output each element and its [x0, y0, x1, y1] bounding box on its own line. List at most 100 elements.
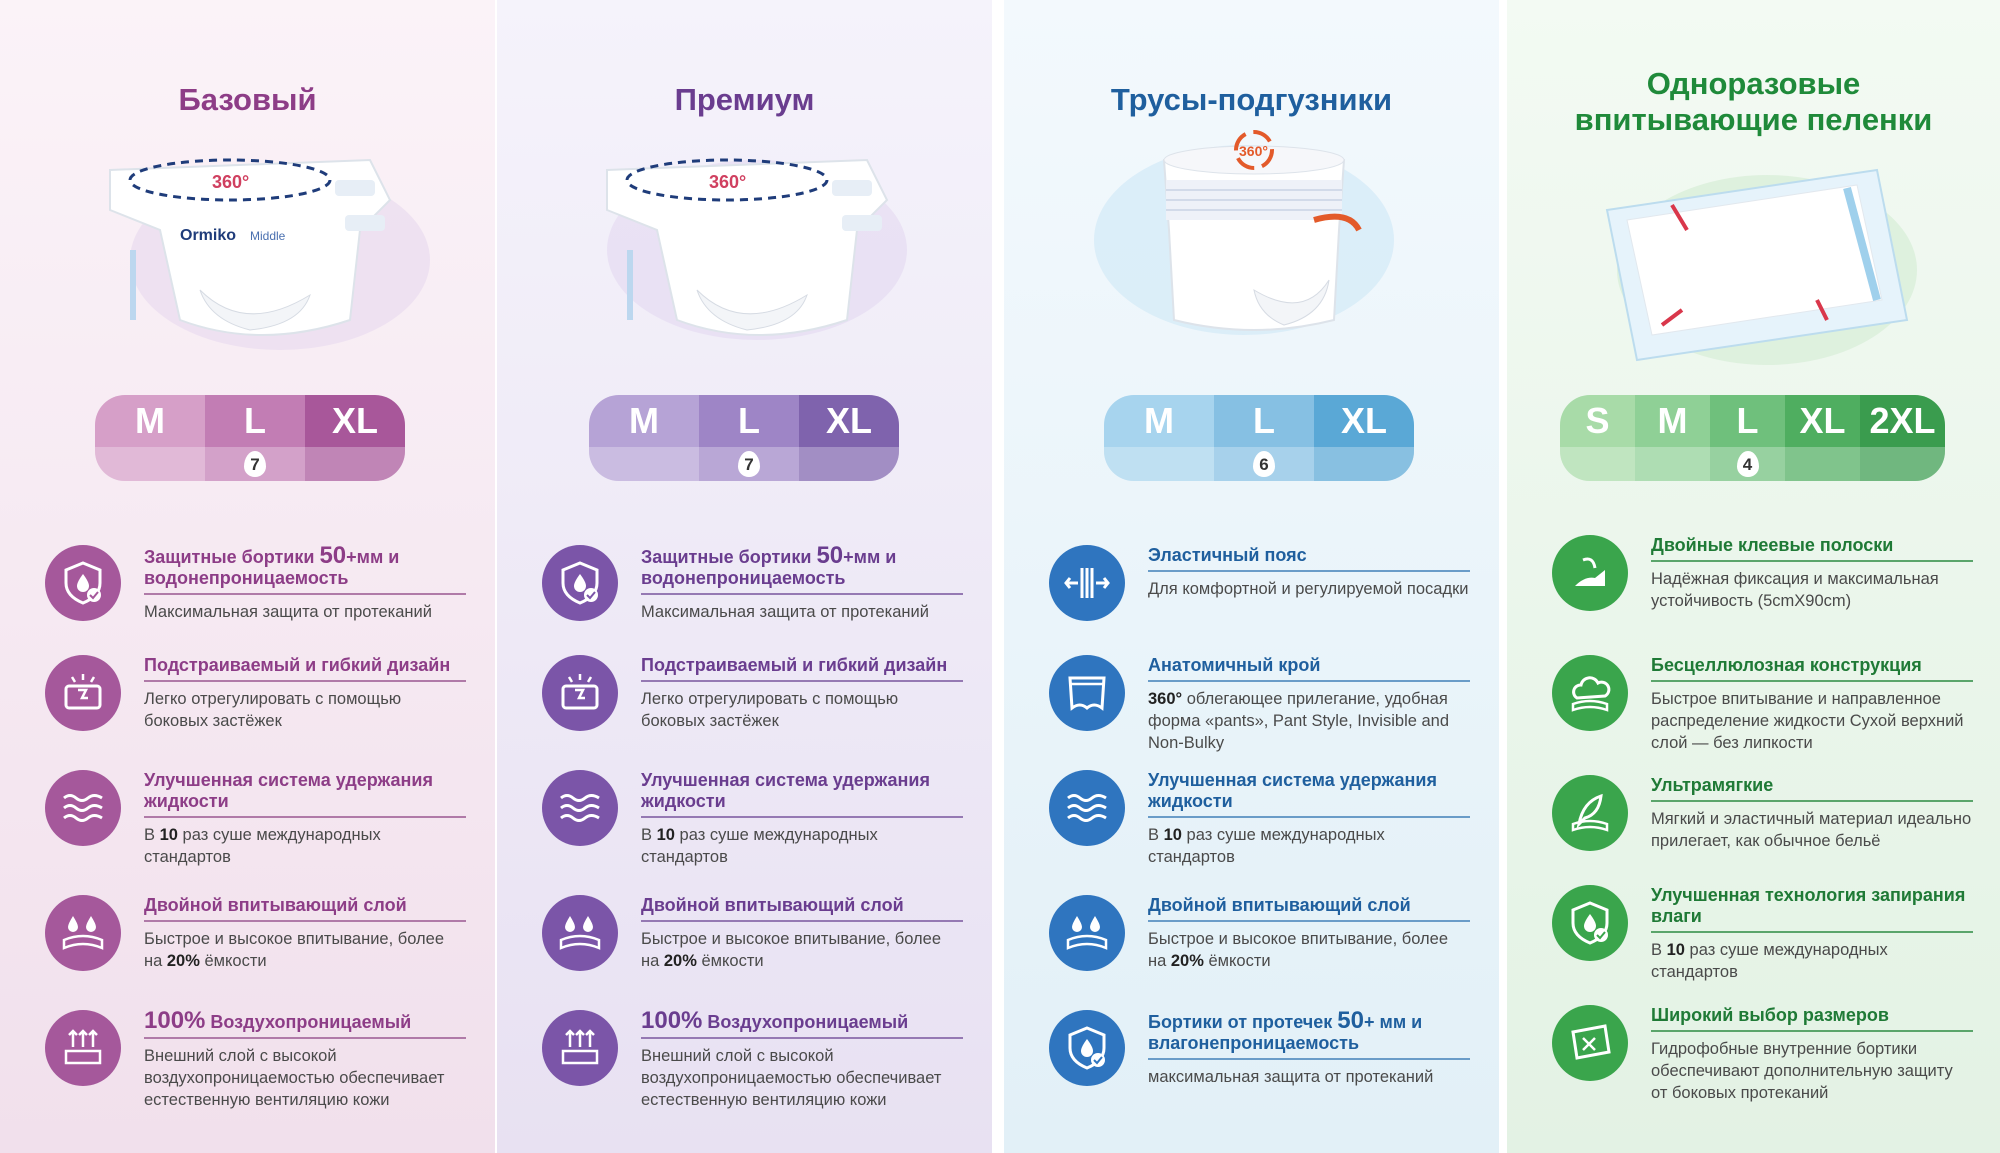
- size-xl[interactable]: XL: [305, 395, 405, 481]
- feature-desc: Максимальная защита от протеканий: [144, 603, 432, 621]
- feature-desc: Максимальная защита от протеканий: [641, 603, 929, 621]
- elastic-belt-icon: [1049, 545, 1125, 621]
- column-title: Базовый: [178, 82, 317, 117]
- feature-desc: Для комфортной и регулируемой посадки: [1148, 580, 1469, 598]
- drops-layer-icon: [1049, 895, 1125, 971]
- feature-desc: В 10 раз суше международных стандартов: [144, 826, 381, 866]
- feature-title: Подстраиваемый и гибкий дизайн: [641, 655, 963, 682]
- column-title: Премиум: [674, 82, 815, 117]
- feature-desc: Быстрое и высокое впитывание, более на 2…: [641, 930, 941, 970]
- feature-desc: Гидрофобные внутренние бортики обеспечив…: [1651, 1040, 1953, 1102]
- size-xl[interactable]: XL: [1785, 395, 1860, 481]
- size-m[interactable]: M: [95, 395, 205, 481]
- size-m[interactable]: M: [589, 395, 699, 481]
- feature-title: Улучшенная система удержания жидкости: [641, 770, 963, 818]
- feature-title: Анатомичный крой: [1148, 655, 1470, 682]
- feature-title: Улучшенная система удержания жидкости: [1148, 770, 1470, 818]
- feature-title: Двойной впитывающий слой: [1148, 895, 1470, 922]
- breathable-icon: [45, 1010, 121, 1086]
- breathable-icon: [542, 1010, 618, 1086]
- pants-icon: [1049, 655, 1125, 731]
- svg-text:Ormiko: Ormiko: [180, 227, 236, 244]
- feature-desc: Надёжная фиксация и максимальная устойчи…: [1651, 570, 1939, 610]
- feature-desc: максимальная защита от протеканий: [1148, 1068, 1434, 1086]
- svg-text:360°: 360°: [1239, 143, 1268, 159]
- feature-desc: 360° облегающее прилегание, удобная форм…: [1148, 690, 1450, 752]
- feature-title: Улучшенная система удержания жидкости: [144, 770, 466, 818]
- feature-title: Двойной впитывающий слой: [144, 895, 466, 922]
- feather-icon: [1552, 775, 1628, 851]
- pants-product-image: 360°: [1074, 120, 1434, 350]
- feature-title: Широкий выбор размеров: [1651, 1005, 1973, 1032]
- drops-layer-icon: [542, 895, 618, 971]
- sizes-sheet-icon: [1552, 1005, 1628, 1081]
- column-title: Одноразовые впитывающие пеленки: [1574, 66, 1933, 137]
- shield-drop-icon: [1552, 885, 1628, 961]
- underpad-product-image: [1577, 150, 1937, 380]
- cloud-icon: [1552, 655, 1628, 731]
- shield-drop-icon: [45, 545, 121, 621]
- adjust-icon: [542, 655, 618, 731]
- feature-title: 100% Воздухопроницаемый: [144, 1009, 466, 1039]
- diaper-product-image: 360°: [567, 120, 927, 350]
- shield-drop-icon: [542, 545, 618, 621]
- size-s[interactable]: S: [1560, 395, 1635, 481]
- feature-desc: В 10 раз суше международных стандартов: [641, 826, 878, 866]
- size-xl[interactable]: XL: [1314, 395, 1414, 481]
- feature-title: Бортики от протечек 50+ мм и влагонепрон…: [1148, 1009, 1470, 1060]
- shield-drop-icon: [1049, 1010, 1125, 1086]
- column-title: Трусы-подгузники: [1110, 82, 1393, 117]
- drops-layer-icon: [45, 895, 121, 971]
- adjust-icon: [45, 655, 121, 731]
- feature-title: Защитные бортики 50+мм и водонепроницаем…: [641, 544, 963, 595]
- feature-desc: Легко отрегулировать с помощью боковых з…: [144, 690, 402, 730]
- pack-drop-badge: 4: [1736, 451, 1759, 477]
- waves-icon: [1049, 770, 1125, 846]
- feature-desc: Быстрое впитывание и направленное распре…: [1651, 690, 1964, 752]
- pack-drop-badge: 7: [738, 451, 760, 477]
- feature-desc: Внешний слой с высокой воздухопроницаемо…: [641, 1047, 942, 1109]
- waves-icon: [542, 770, 618, 846]
- svg-text:Middle: Middle: [250, 229, 286, 243]
- feature-desc: Быстрое и высокое впитывание, более на 2…: [1148, 930, 1448, 970]
- svg-text:360°: 360°: [709, 172, 746, 192]
- feature-title: Защитные бортики 50+мм и водонепроницаем…: [144, 544, 466, 595]
- adhesive-strip-icon: [1552, 535, 1628, 611]
- feature-title: Двойной впитывающий слой: [641, 895, 963, 922]
- feature-title: Бесцеллюлозная конструкция: [1651, 655, 1973, 682]
- diaper-product-image: 360° Ormiko Middle: [70, 120, 430, 350]
- feature-desc: В 10 раз суше международных стандартов: [1148, 826, 1385, 866]
- pack-drop-badge: 7: [244, 451, 266, 477]
- size-xl[interactable]: XL: [799, 395, 899, 481]
- pack-drop-badge: 6: [1253, 451, 1275, 477]
- feature-title: Улучшенная технология запирания влаги: [1651, 885, 1973, 933]
- svg-text:360°: 360°: [212, 172, 249, 192]
- feature-title: Ультрамягкие: [1651, 775, 1973, 802]
- feature-title: Подстраиваемый и гибкий дизайн: [144, 655, 466, 682]
- feature-title: Двойные клеевые полоски: [1651, 535, 1973, 562]
- feature-desc: Легко отрегулировать с помощью боковых з…: [641, 690, 899, 730]
- size-2xl[interactable]: 2XL: [1860, 395, 1945, 481]
- size-m[interactable]: M: [1104, 395, 1214, 481]
- feature-desc: Внешний слой с высокой воздухопроницаемо…: [144, 1047, 445, 1109]
- waves-icon: [45, 770, 121, 846]
- feature-desc: Мягкий и эластичный материал идеально пр…: [1651, 810, 1972, 850]
- feature-title: Эластичный пояс: [1148, 545, 1470, 572]
- feature-desc: Быстрое и высокое впитывание, более на 2…: [144, 930, 444, 970]
- size-m[interactable]: M: [1635, 395, 1710, 481]
- feature-title: 100% Воздухопроницаемый: [641, 1009, 963, 1039]
- feature-desc: В 10 раз суше международных стандартов: [1651, 941, 1888, 981]
